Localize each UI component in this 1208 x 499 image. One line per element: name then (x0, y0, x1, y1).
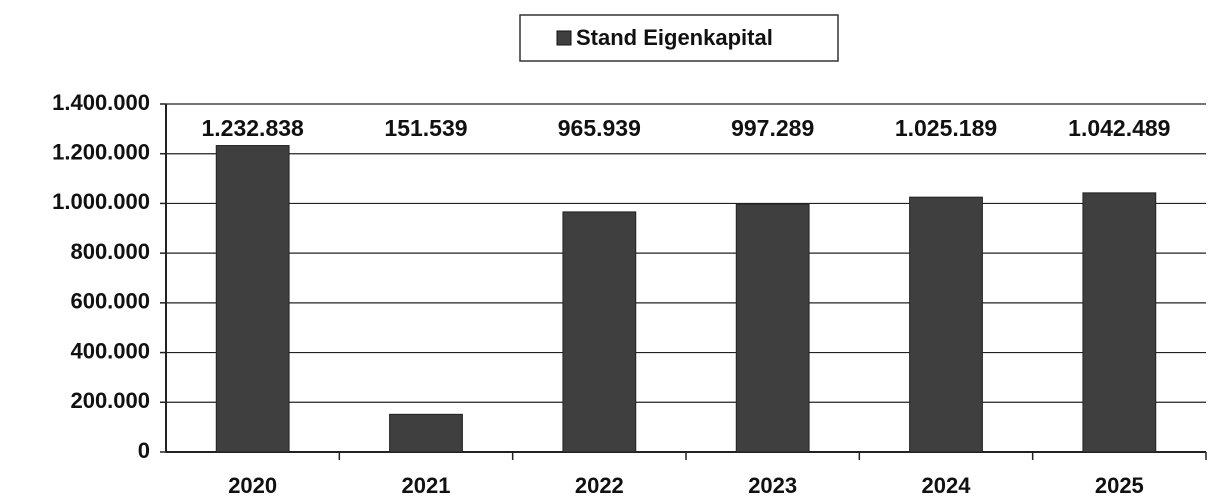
value-label: 151.539 (384, 115, 467, 141)
bar (909, 196, 983, 453)
bar (389, 413, 463, 453)
x-tick-label: 2024 (922, 473, 972, 498)
legend-swatch (556, 30, 572, 46)
y-tick-label: 1.400.000 (52, 90, 150, 115)
y-tick-label: 400.000 (70, 338, 150, 363)
x-tick-label: 2022 (575, 473, 624, 498)
y-tick-label: 0 (138, 438, 150, 463)
value-label: 1.232.838 (202, 115, 305, 141)
bar (562, 211, 637, 453)
legend: Stand Eigenkapital (519, 14, 839, 62)
y-tick-label: 600.000 (70, 289, 150, 314)
value-label: 997.289 (731, 115, 814, 141)
x-tick-label: 2021 (402, 473, 451, 498)
legend-label: Stand Eigenkapital (576, 25, 773, 50)
legend-box (519, 14, 839, 62)
value-label: 1.025.189 (895, 115, 997, 141)
value-label: 965.939 (558, 115, 641, 141)
y-tick-label: 1.200.000 (52, 140, 150, 165)
y-tick-label: 800.000 (70, 239, 150, 264)
bar (215, 145, 290, 453)
y-tick-label: 200.000 (70, 388, 150, 413)
x-tick-label: 2025 (1095, 473, 1144, 498)
x-tick-label: 2023 (748, 473, 797, 498)
y-tick-label: 1.000.000 (52, 189, 150, 214)
bar (1082, 192, 1157, 453)
x-tick-label: 2020 (228, 473, 277, 498)
bar (735, 203, 810, 453)
value-label: 1.042.489 (1068, 115, 1170, 141)
